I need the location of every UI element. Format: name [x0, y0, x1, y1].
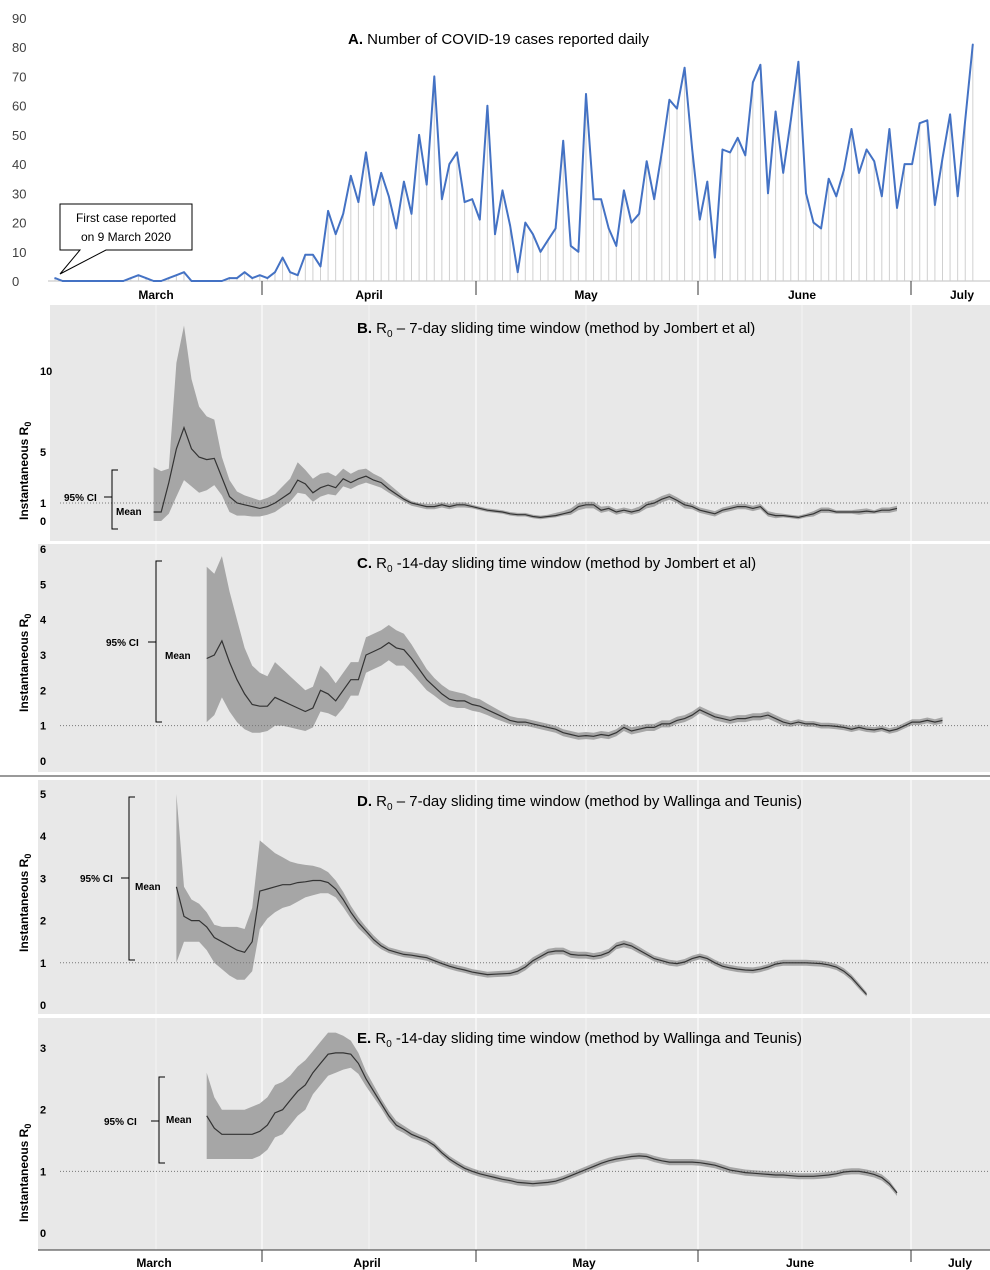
bottom-month-label: May	[572, 1256, 596, 1270]
panel-d-r0-7day-wallinga: D. R0 – 7-day sliding time window (metho…	[17, 780, 990, 1014]
panel-a-month-label: June	[788, 288, 816, 302]
bottom-month-label: June	[786, 1256, 814, 1270]
panel-e-mean-line	[206, 1052, 898, 1194]
panel-e-r0-14day-wallinga: E. R0 -14-day sliding time window (metho…	[17, 1018, 990, 1250]
panel-c-ci-bracket: 95% CI Mean	[106, 560, 191, 723]
panel-b-ytick-label: 5	[40, 447, 46, 459]
bottom-month-label: April	[353, 1256, 380, 1270]
panel-a-ytick-label: 30	[12, 186, 26, 201]
panel-c-ytick-label: 0	[40, 756, 46, 768]
panel-a-month-label: July	[950, 288, 974, 302]
panel-c-mean-label: Mean	[165, 651, 191, 662]
panel-a-month-label: March	[138, 288, 173, 302]
panel-b-ytick-label: 1	[40, 498, 46, 510]
callout-box	[59, 203, 193, 275]
panel-c-ytick-label: 3	[40, 650, 46, 662]
panel-d-title: D. R0 – 7-day sliding time window (metho…	[357, 793, 802, 813]
panel-b-mean-label: Mean	[116, 507, 142, 518]
panel-a-ytick-label: 90	[12, 11, 26, 26]
panel-b-ci-band	[153, 325, 898, 521]
panel-a-ytick-label: 60	[12, 99, 26, 114]
panel-a-month-label: May	[574, 288, 598, 302]
panel-b-ylabel: Instantaneous R0	[17, 422, 33, 520]
panel-d-ylabel: Instantaneous R0	[17, 854, 33, 952]
panel-e-ytick-label: 0	[40, 1228, 46, 1240]
callout-line-2: on 9 March 2020	[81, 230, 171, 244]
first-case-callout: First case reported on 9 March 2020	[59, 203, 193, 275]
panel-d-ci-bracket: 95% CI Mean	[80, 796, 161, 961]
panel-b-ci-bracket: 95% CI Mean	[64, 469, 142, 530]
panel-e-ytick-label: 1	[40, 1166, 46, 1178]
panel-a-ytick-label: 40	[12, 157, 26, 172]
panel-c-ytick-label: 6	[40, 544, 46, 556]
bottom-month-label: July	[948, 1256, 972, 1270]
panel-b-ytick-label: 0	[40, 516, 46, 528]
panel-e-ci-bracket: 95% CI Mean	[104, 1076, 192, 1164]
panel-d-mean-label: Mean	[135, 882, 161, 893]
panel-b-title: B. R0 – 7-day sliding time window (metho…	[357, 320, 755, 340]
panel-a-title: A. Number of COVID-19 cases reported dai…	[348, 31, 649, 48]
panel-d-ytick-label: 4	[40, 831, 47, 843]
bottom-month-axis: March April May June July	[38, 1249, 990, 1270]
panel-e-ylabel: Instantaneous R0	[17, 1124, 33, 1222]
callout-line-1: First case reported	[76, 211, 176, 225]
panel-d-ytick-label: 5	[40, 789, 46, 801]
panel-d-ytick-label: 3	[40, 873, 46, 885]
panel-c-ci-label: 95% CI	[106, 638, 139, 649]
panel-d-ytick-label: 2	[40, 916, 46, 928]
panel-c-background	[38, 544, 990, 772]
panel-c-ylabel: Instantaneous R0	[17, 614, 33, 712]
panel-a-ytick-label: 20	[12, 216, 26, 231]
panel-a-cases-line	[54, 44, 974, 282]
panel-b-mean-line	[153, 425, 898, 519]
panel-a-month-label: April	[355, 288, 382, 302]
panel-c-mean-line	[206, 639, 943, 737]
panel-e-title: E. R0 -14-day sliding time window (metho…	[357, 1030, 802, 1050]
panel-a-ytick-label: 70	[12, 69, 26, 84]
panel-d-ytick-label: 0	[40, 1000, 46, 1012]
panel-b-bracket	[111, 469, 118, 530]
panel-a-ytick-label: 80	[12, 40, 26, 55]
panel-d-ci-label: 95% CI	[80, 874, 113, 885]
panel-e-ci-label: 95% CI	[104, 1117, 137, 1128]
bottom-month-label: March	[136, 1256, 171, 1270]
panel-c-ytick-label: 5	[40, 579, 46, 591]
panel-e-ytick-label: 2	[40, 1105, 46, 1117]
panel-d-mean-line	[175, 879, 868, 995]
panel-c-ytick-label: 1	[40, 721, 46, 733]
panel-e-ytick-label: 3	[40, 1043, 46, 1055]
panel-a-ytick-label: 50	[12, 128, 26, 143]
panel-a-daily-cases: A. Number of COVID-19 cases reported dai…	[12, 11, 990, 302]
panel-a-ytick-label: 0	[12, 274, 19, 289]
panel-a-ytick-label: 10	[12, 245, 26, 260]
panel-b-r0-7day-jombert: B. R0 – 7-day sliding time window (metho…	[17, 305, 990, 541]
panel-d-ytick-label: 1	[40, 958, 46, 970]
panel-b-ytick-label: 10	[40, 366, 52, 378]
panel-c-ytick-label: 4	[40, 615, 47, 627]
panel-e-mean-label: Mean	[166, 1115, 192, 1126]
panel-c-ci-band	[206, 556, 943, 740]
panel-b-ci-label: 95% CI	[64, 493, 97, 504]
panel-e-background	[38, 1018, 990, 1250]
panel-c-r0-14day-jombert: C. R0 -14-day sliding time window (metho…	[17, 544, 990, 772]
panel-c-ytick-label: 2	[40, 685, 46, 697]
panel-d-ci-band	[176, 794, 867, 997]
panel-c-title: C. R0 -14-day sliding time window (metho…	[357, 555, 756, 575]
